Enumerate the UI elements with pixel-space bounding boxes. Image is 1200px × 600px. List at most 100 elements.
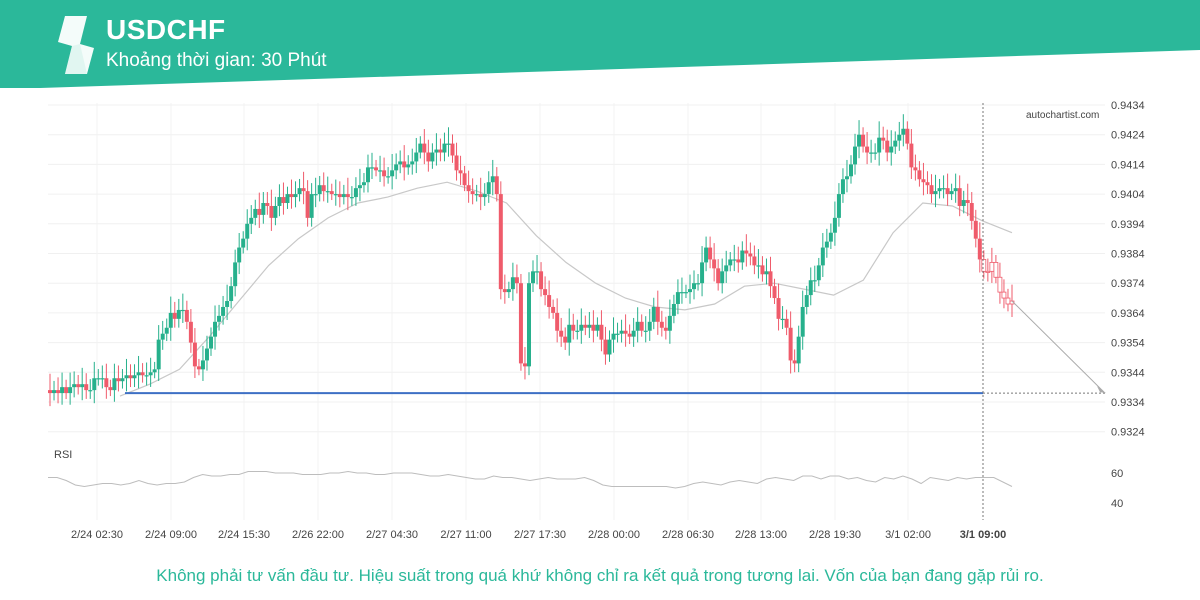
candle-body bbox=[647, 321, 652, 331]
candle-body bbox=[724, 265, 729, 272]
candle-body bbox=[92, 378, 97, 391]
forecast-arrowhead bbox=[1097, 386, 1106, 394]
candle-body bbox=[237, 247, 242, 263]
candle-body bbox=[1005, 297, 1011, 305]
candle-body bbox=[293, 194, 298, 198]
candle-body bbox=[788, 327, 793, 361]
candle-body bbox=[921, 179, 926, 183]
candle-body bbox=[607, 339, 612, 355]
candle-body bbox=[909, 143, 914, 168]
candle-body bbox=[365, 167, 370, 183]
candle-body bbox=[816, 265, 821, 281]
candle-body bbox=[792, 360, 797, 364]
candle-body bbox=[297, 188, 302, 195]
forecast-line bbox=[1011, 300, 1105, 393]
candle-body bbox=[619, 330, 624, 334]
candle-body bbox=[949, 191, 954, 195]
candle-body bbox=[518, 283, 523, 364]
candle-body bbox=[261, 203, 266, 215]
candle-body bbox=[836, 194, 841, 218]
candle-body bbox=[627, 333, 632, 337]
candle-body bbox=[108, 387, 113, 391]
candle-body bbox=[196, 366, 201, 370]
candle-body bbox=[651, 306, 656, 322]
candle-body bbox=[804, 295, 809, 307]
candle-body bbox=[740, 250, 745, 263]
current-time-label: 3/1 09:00 bbox=[960, 529, 1006, 541]
rsi-tick-label: 60 bbox=[1111, 468, 1123, 480]
candle-body bbox=[869, 152, 874, 154]
candle-body bbox=[188, 321, 193, 343]
candle-body bbox=[498, 194, 503, 290]
candle-body bbox=[993, 262, 999, 278]
candle-body bbox=[406, 164, 411, 168]
candle-body bbox=[200, 360, 205, 370]
candle-body bbox=[156, 339, 161, 370]
candle-body bbox=[442, 143, 447, 153]
candle-body bbox=[997, 276, 1003, 293]
candle-body bbox=[148, 372, 153, 376]
candle-body bbox=[756, 265, 761, 267]
grid-lines bbox=[48, 103, 1105, 520]
candle-body bbox=[937, 188, 942, 192]
candle-body bbox=[989, 262, 995, 272]
candle-body bbox=[160, 333, 165, 340]
price-tick-label: 0.9354 bbox=[1111, 338, 1145, 350]
candle-body bbox=[615, 333, 620, 335]
candle-body bbox=[76, 384, 81, 388]
candle-body bbox=[752, 256, 757, 266]
candle-body bbox=[301, 188, 306, 192]
candle-body bbox=[104, 378, 109, 388]
candle-body bbox=[547, 295, 552, 307]
candle-body bbox=[776, 298, 781, 319]
candle-body bbox=[213, 321, 218, 337]
candle-body bbox=[768, 271, 773, 287]
candle-body bbox=[221, 306, 226, 316]
candle-body bbox=[317, 185, 322, 195]
candle-body bbox=[277, 197, 282, 206]
candle-body bbox=[478, 194, 483, 198]
candle-body bbox=[136, 372, 141, 376]
candle-body bbox=[543, 289, 548, 296]
candle-body bbox=[486, 182, 491, 195]
candle-body bbox=[522, 363, 527, 367]
time-axis: 2/24 02:30 2/24 09:00 2/24 15:30 2/26 22:00… bbox=[71, 529, 1006, 541]
price-axis: 0.9434 0.9424 0.9414 0.9404 0.9394 0.9384 0.93… bbox=[1111, 100, 1145, 439]
candle-body bbox=[985, 270, 991, 273]
candle-body bbox=[535, 271, 540, 273]
candle-body bbox=[265, 203, 270, 206]
header-banner bbox=[0, 0, 1200, 88]
candle-body bbox=[217, 315, 222, 322]
candle-body bbox=[168, 312, 173, 328]
candle-body bbox=[853, 146, 858, 165]
candle-body bbox=[708, 247, 713, 260]
candle-body bbox=[345, 194, 350, 198]
price-tick-label: 0.9414 bbox=[1111, 159, 1145, 171]
candle-body bbox=[341, 194, 346, 198]
candle-body bbox=[591, 324, 596, 331]
disclaimer-text: Không phải tư vấn đầu tư. Hiệu suất tron… bbox=[156, 566, 1044, 585]
candle-body bbox=[52, 390, 57, 394]
candle-body bbox=[840, 179, 845, 195]
candle-body bbox=[1001, 291, 1007, 299]
candle-body bbox=[659, 321, 664, 328]
candle-body bbox=[808, 280, 813, 296]
candle-body bbox=[663, 327, 668, 331]
candle-body bbox=[712, 259, 717, 269]
price-tick-label: 0.9424 bbox=[1111, 130, 1145, 142]
levels bbox=[125, 103, 1106, 520]
candle-body bbox=[269, 205, 274, 218]
candle-body bbox=[945, 188, 950, 195]
time-tick-label: 3/1 02:00 bbox=[885, 529, 931, 541]
rsi-label: RSI bbox=[54, 449, 72, 461]
time-tick-label: 2/28 00:00 bbox=[588, 529, 640, 541]
candle-body bbox=[555, 312, 560, 331]
candle-body bbox=[631, 330, 636, 337]
candle-body bbox=[88, 390, 93, 392]
rsi-line bbox=[48, 470, 1013, 489]
candle-body bbox=[253, 208, 258, 218]
price-tick-label: 0.9374 bbox=[1111, 278, 1145, 290]
candle-body bbox=[204, 348, 209, 361]
candle-body bbox=[893, 140, 898, 147]
candle-body bbox=[832, 217, 837, 233]
